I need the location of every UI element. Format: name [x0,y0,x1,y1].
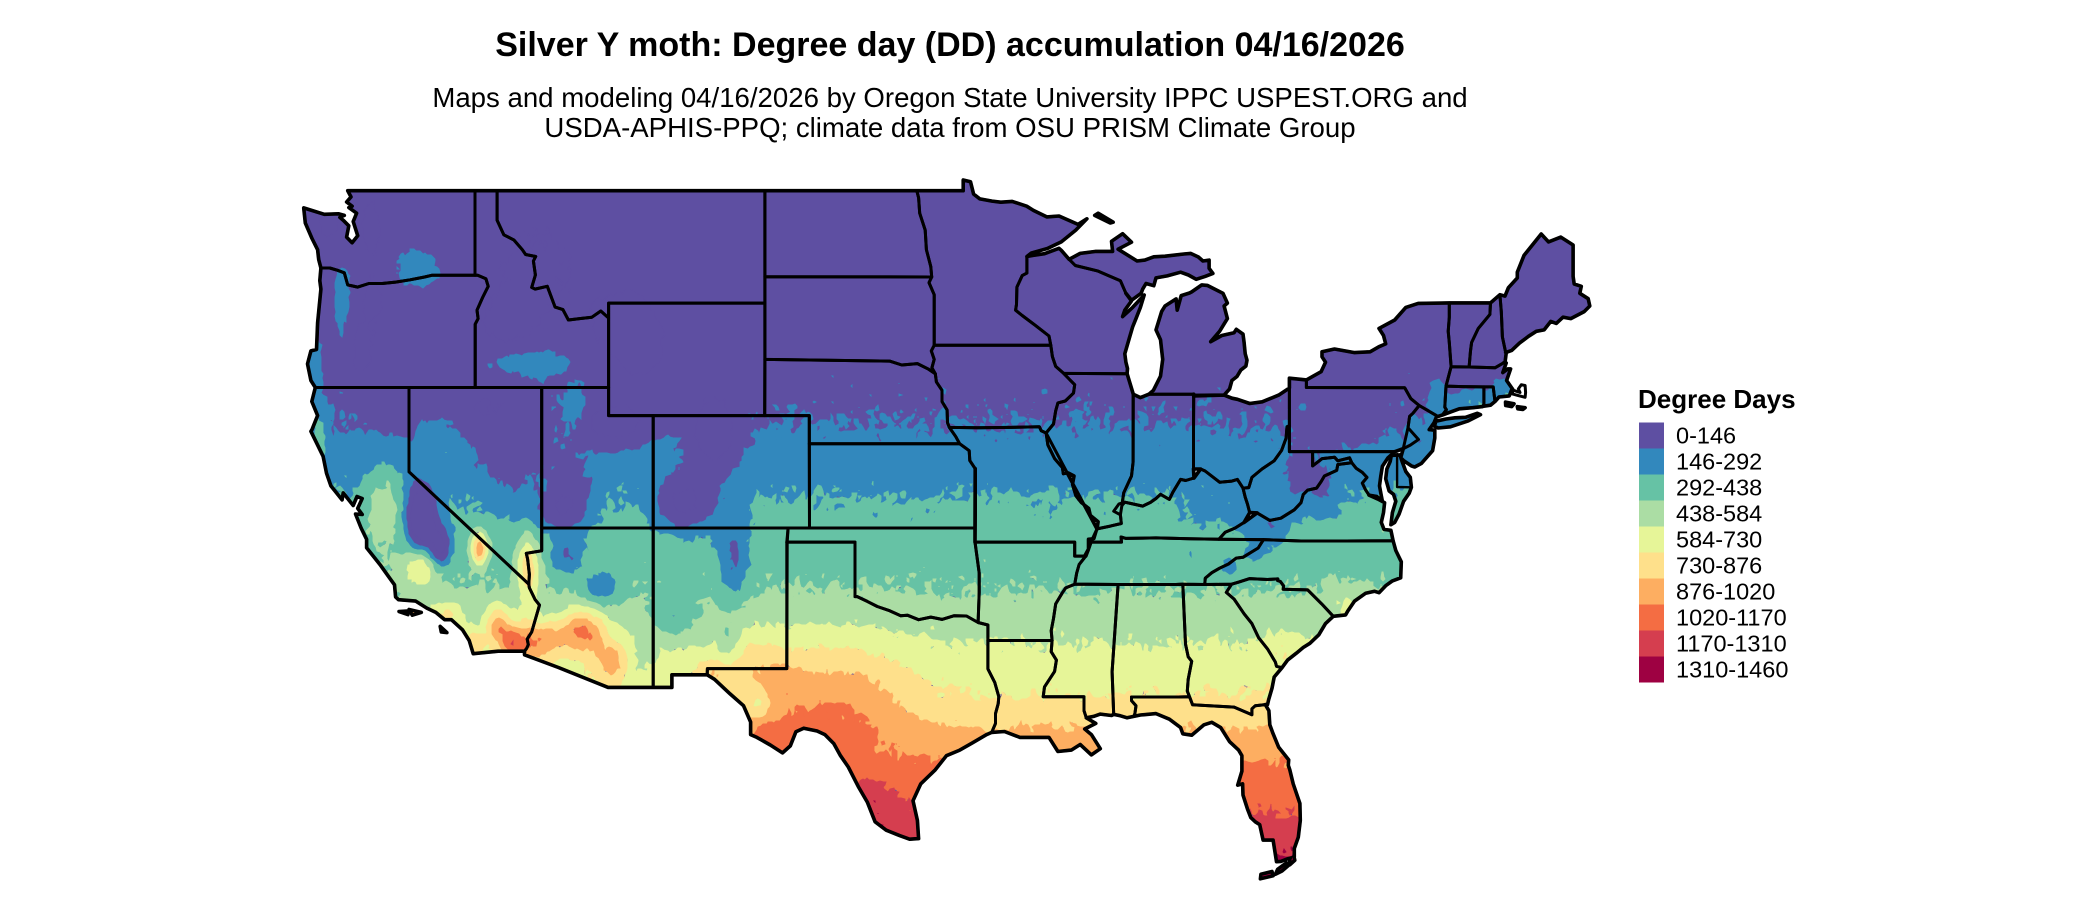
svg-text:730-876: 730-876 [1676,553,1762,579]
svg-text:292-438: 292-438 [1676,475,1762,501]
svg-text:Maps and modeling 04/16/2026 b: Maps and modeling 04/16/2026 by Oregon S… [432,82,1467,113]
svg-text:584-730: 584-730 [1676,527,1762,553]
svg-text:146-292: 146-292 [1676,449,1762,475]
svg-text:0-146: 0-146 [1676,423,1736,449]
svg-text:USDA-APHIS-PPQ; climate data f: USDA-APHIS-PPQ; climate data from OSU PR… [544,112,1355,143]
svg-text:876-1020: 876-1020 [1676,579,1775,605]
svg-text:Silver Y moth: Degree day (DD): Silver Y moth: Degree day (DD) accumulat… [495,26,1405,64]
svg-text:1310-1460: 1310-1460 [1676,657,1788,683]
svg-text:1170-1310: 1170-1310 [1676,631,1787,657]
svg-text:438-584: 438-584 [1676,501,1762,527]
svg-text:Degree Days: Degree Days [1638,384,1796,414]
svg-text:1020-1170: 1020-1170 [1676,605,1787,631]
